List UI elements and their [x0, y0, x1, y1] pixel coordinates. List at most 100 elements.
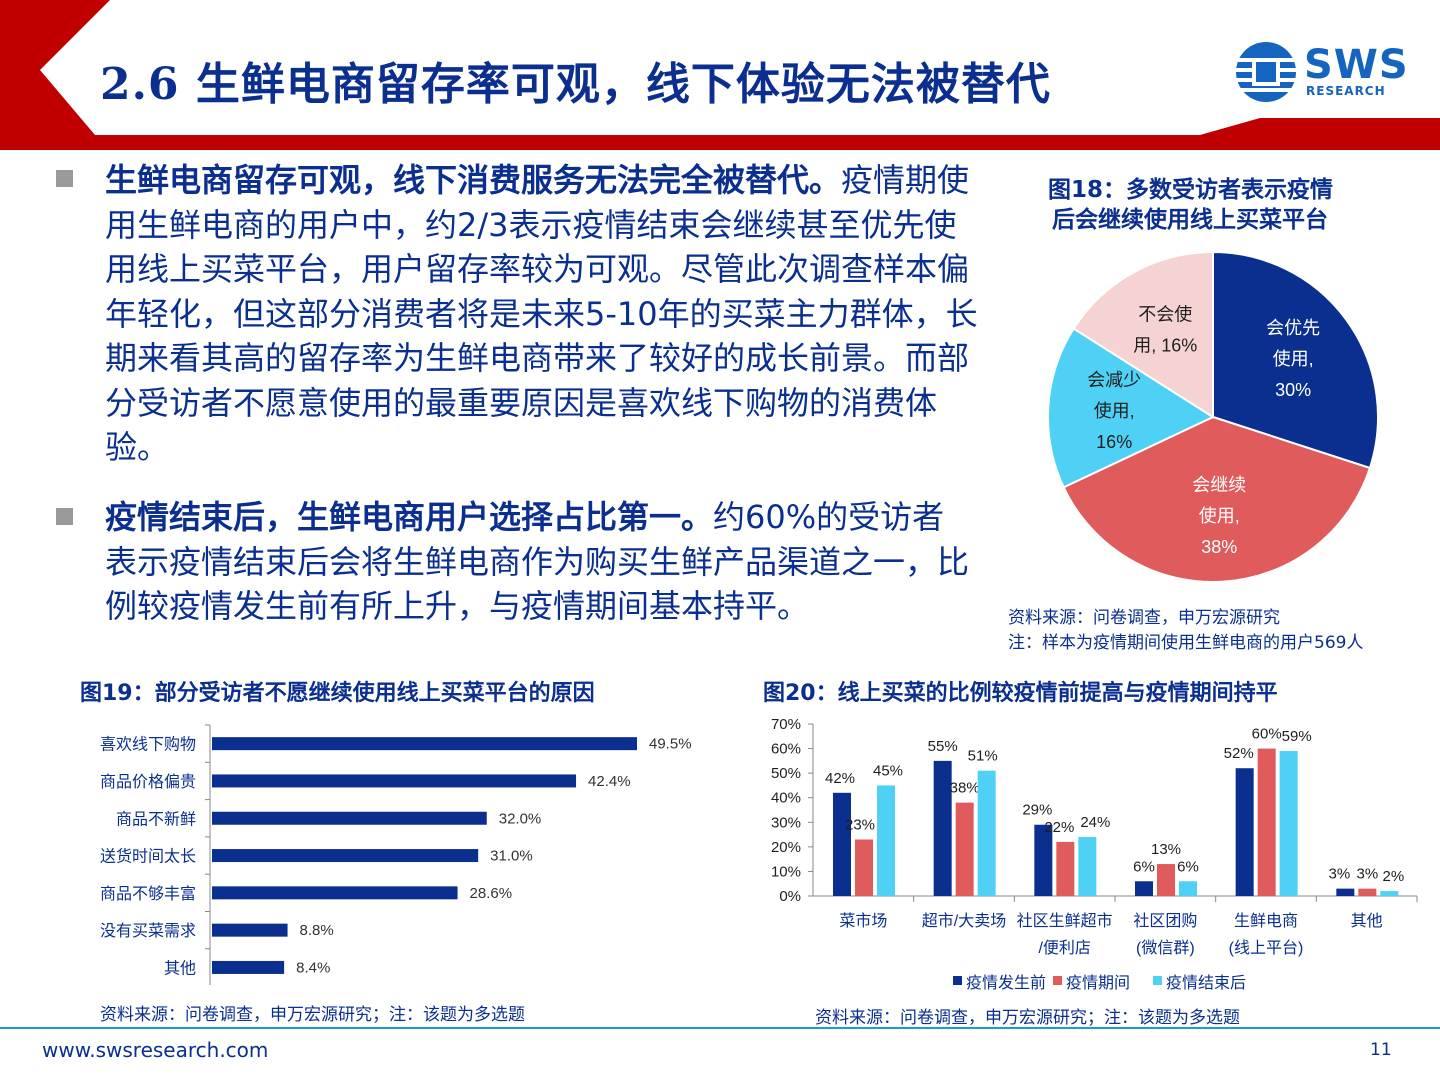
data-label: 38%	[950, 780, 980, 797]
legend-swatch	[1053, 976, 1062, 985]
y-tick-label: 50%	[771, 765, 801, 782]
legend-label: 疫情期间	[1066, 974, 1130, 992]
y-tick-label: 10%	[771, 863, 801, 880]
value-label: 42.4%	[588, 773, 631, 790]
bullet-paragraph-2: 疫情结束后，生鲜电商用户选择占比第一。约60%的受访者表示疫情结束后会将生鲜电商…	[105, 495, 975, 629]
column-bar	[1034, 824, 1053, 896]
category-label: (微信群)	[1136, 939, 1195, 957]
page-number: 11	[1370, 1040, 1392, 1060]
column-bar	[1157, 864, 1175, 896]
category-label: /便利店	[1038, 939, 1090, 957]
y-tick-label: 60%	[771, 741, 801, 758]
pie-slice-label: 会减少	[1087, 370, 1141, 390]
data-label: 59%	[1282, 728, 1312, 745]
pie-slice-label: 30%	[1275, 380, 1311, 400]
pie-slice-label: 使用,	[1273, 349, 1314, 369]
category-label: 其他	[164, 959, 196, 977]
column-bar	[933, 760, 952, 896]
fig20-bar-chart: 0% 10% 20% 30% 40% 50% 60% 70% 42% 23% 45% 菜市场 55% 38…	[771, 716, 1418, 992]
y-tick-label: 0%	[779, 888, 801, 905]
bullet-2-text: 约60%的受访者表示疫情结束后会将生鲜电商作为购买生鲜产品渠道之一，比例较疫情发…	[105, 498, 970, 625]
category-label: 生鲜电商	[1234, 912, 1298, 930]
pie-slice	[1047, 327, 1216, 489]
column-bar	[1279, 751, 1298, 896]
pie-slice-label: 16%	[1096, 432, 1132, 452]
bullet-1-heading: 生鲜电商留存可观，线下消费服务无法完全被替代。	[105, 161, 842, 199]
footer-website[interactable]: www.swsresearch.com	[42, 1038, 269, 1062]
value-label: 8.8%	[300, 922, 334, 939]
bar	[212, 849, 479, 863]
fig20-source: 资料来源：问卷调查，申万宏源研究；注：该题为多选题	[815, 1008, 1240, 1028]
column-bar	[1078, 837, 1097, 896]
data-label: 24%	[1080, 814, 1110, 831]
data-label: 60%	[1252, 726, 1282, 743]
y-tick-label: 30%	[771, 814, 801, 831]
bullet-2-heading: 疫情结束后，生鲜电商用户选择占比第一。	[105, 498, 714, 536]
fig19-bar-chart: 喜欢线下购物 49.5% 商品价格偏贵 42.4% 商品不新鲜 32.0% 送货时间太长 31…	[100, 724, 692, 985]
logo-globe-icon	[1236, 42, 1296, 102]
category-label: 喜欢线下购物	[100, 736, 196, 754]
bullet-square-icon	[56, 508, 73, 525]
data-label: 3%	[1328, 866, 1350, 883]
sws-logo: SWS RESEARCH	[1232, 40, 1412, 110]
bar	[212, 811, 487, 825]
page-title: 2.6 生鲜电商留存率可观，线下体验无法被替代	[100, 59, 1051, 110]
fig19-source: 资料来源：问卷调查，申万宏源研究；注：该题为多选题	[100, 1005, 525, 1025]
fig18-title-line1: 图18：多数受访者表示疫情	[1048, 177, 1334, 203]
pie-slice-label: 使用,	[1199, 506, 1240, 526]
pie-slice-label: 用, 16%	[1133, 336, 1197, 356]
bar	[212, 774, 577, 788]
column-bar	[833, 792, 851, 896]
bullet-paragraph-1: 生鲜电商留存可观，线下消费服务无法完全被替代。疫情期使用生鲜电商的用户中，约2/…	[105, 158, 985, 470]
bar	[212, 886, 458, 900]
column-bar	[1179, 881, 1197, 896]
column-bar	[1235, 768, 1254, 896]
data-label: 52%	[1224, 745, 1254, 762]
category-label: 社区团购	[1133, 912, 1197, 930]
pie-slice-label: 不会使	[1138, 305, 1192, 325]
data-label: 6%	[1177, 858, 1199, 875]
data-label: 45%	[873, 762, 903, 779]
category-label: 超市/大卖场	[922, 912, 1006, 930]
y-tick-label: 70%	[771, 716, 801, 733]
pie-slice-label: 会优先	[1266, 318, 1320, 338]
category-label: (线上平台)	[1229, 939, 1304, 957]
legend-label: 疫情结束后	[1166, 974, 1246, 992]
fig18-note: 注：样本为疫情期间使用生鲜电商的用户569人	[1008, 633, 1364, 653]
legend-swatch	[1153, 976, 1162, 985]
column-bar	[1056, 841, 1075, 896]
logo-text: SWS	[1304, 42, 1409, 88]
logo-subtext: RESEARCH	[1306, 84, 1386, 98]
bar	[212, 960, 285, 974]
value-label: 49.5%	[649, 736, 692, 753]
pie-slice	[1212, 250, 1379, 470]
column-bar	[855, 839, 873, 896]
category-label: 商品价格偏贵	[100, 773, 196, 791]
data-label: 51%	[968, 748, 998, 765]
data-label: 13%	[1151, 841, 1181, 858]
column-bar	[1257, 748, 1276, 896]
data-label: 22%	[1044, 819, 1074, 836]
value-label: 28.6%	[470, 885, 513, 902]
data-label: 6%	[1133, 858, 1155, 875]
pie-slice	[1062, 415, 1372, 583]
category-label: 商品不够丰富	[100, 885, 196, 903]
bar	[212, 923, 288, 937]
legend-swatch	[953, 976, 962, 985]
category-label: 社区生鲜超市	[1017, 912, 1113, 930]
category-label: 送货时间太长	[100, 848, 196, 866]
category-label: 商品不新鲜	[116, 810, 196, 828]
pie-slice-label: 使用,	[1094, 401, 1135, 421]
data-label: 42%	[825, 770, 855, 787]
category-label: 其他	[1351, 912, 1383, 930]
column-bar	[1336, 888, 1355, 896]
pie-slice	[1072, 250, 1214, 419]
data-label: 23%	[845, 816, 875, 833]
legend-label: 疫情发生前	[966, 974, 1046, 992]
category-label: 没有买菜需求	[100, 922, 196, 940]
data-label: 3%	[1356, 866, 1378, 883]
pie-slice-label: 会继续	[1192, 475, 1246, 495]
fig18-title-line2: 后会继续使用线上买菜平台	[1052, 207, 1328, 233]
column-bar	[877, 785, 895, 896]
